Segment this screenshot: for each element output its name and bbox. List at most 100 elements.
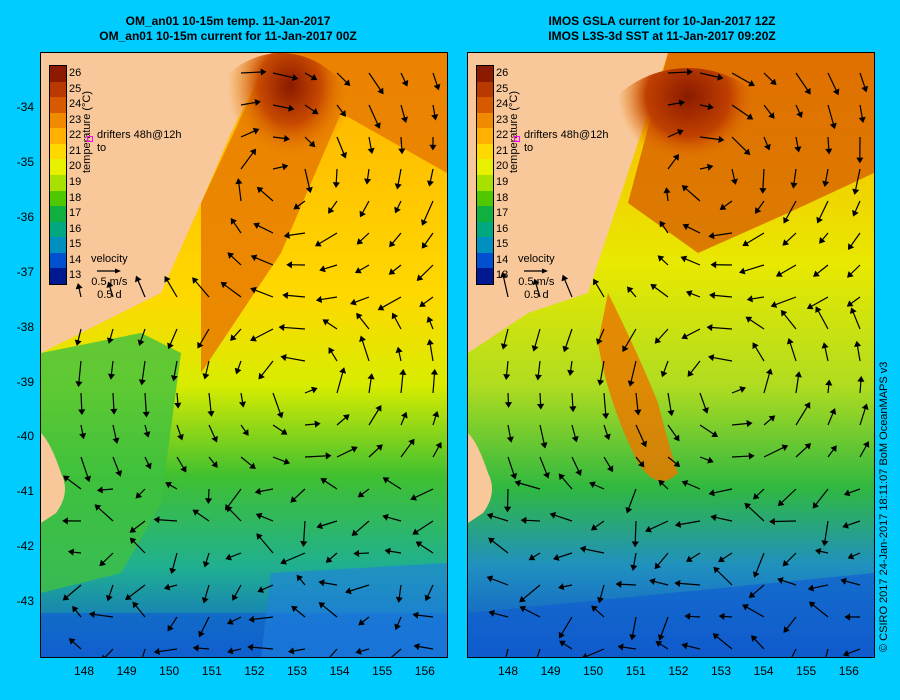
colorbar-tick-label: 13 [69,269,82,282]
current-arrow [690,360,701,374]
current-arrowhead [488,609,495,617]
current-arrow [158,519,178,522]
current-arrow [747,505,765,522]
current-arrowhead [777,499,785,507]
current-arrowhead [84,475,91,483]
current-arrowhead [713,566,720,574]
current-arrow [297,200,306,207]
current-arrowhead [67,548,75,556]
current-arrow [812,584,829,589]
current-arrow [603,392,607,415]
current-arrowhead [75,283,83,290]
velocity-duration: 0.5 d [97,289,122,301]
current-arrow [539,456,548,475]
y-tick-label: -40 [16,429,34,444]
current-arrow [80,392,83,411]
current-arrowhead [332,182,340,188]
current-arrowhead [137,339,145,346]
current-arrow [419,264,434,278]
current-arrow [284,552,306,563]
current-arrowhead [549,512,557,519]
current-arrowhead [102,654,106,657]
current-arrow [570,360,573,371]
current-arrow [775,296,797,306]
current-arrow [690,292,701,298]
current-arrow [685,328,701,337]
current-arrow [594,608,605,618]
current-arrowhead [840,577,847,585]
current-arrow [272,166,284,170]
current-arrow [329,648,338,657]
current-arrowhead [562,345,570,353]
current-arrowhead [62,475,70,482]
current-arrowhead [226,505,233,513]
colorbar-segment [477,206,493,222]
current-arrowhead [290,496,297,503]
current-arrow [491,540,509,554]
current-arrowhead [858,116,866,123]
current-arrow [74,609,82,618]
current-arrowhead [356,312,363,320]
velocity-speed: 0.5 m/s [91,276,128,288]
current-arrowhead [389,240,396,248]
current-arrow [850,296,861,305]
current-arrow [502,276,509,298]
current-arrowhead [567,369,575,376]
current-arrow [751,296,765,300]
current-arrow [416,520,434,533]
left-map-canvas [41,53,447,657]
current-arrowhead [367,147,375,155]
current-arrow [261,360,274,376]
current-arrow [368,104,379,125]
current-arrow [397,168,402,185]
current-arrow [847,648,861,655]
current-arrow [723,615,733,618]
current-arrow [419,543,434,554]
current-arrowhead [852,209,859,217]
current-arrow [815,488,829,505]
current-arrow [781,488,797,504]
right-map-panel[interactable]: 26 25 24 23 22 21 20 19 18 17 16 15 14 13 temperature… [467,52,875,658]
current-arrowhead [861,85,869,93]
current-arrow [731,388,742,394]
current-arrowhead [430,368,438,375]
current-arrow [323,582,338,586]
current-arrow [432,373,436,394]
current-arrowhead [138,379,146,386]
current-arrowhead [783,626,790,633]
current-arrow [786,616,797,630]
current-arrowhead [622,345,629,353]
current-arrow [323,264,338,270]
current-arrowhead [519,605,527,613]
y-tick-label: -36 [16,209,34,224]
current-arrowhead [500,271,508,279]
current-arrow [304,72,314,78]
current-arrow [318,232,338,245]
colorbar-tick-label: 25 [496,82,509,95]
drifters-legend: drifters 48h@12h to [524,129,609,155]
current-arrow [746,232,765,244]
current-arrow [661,482,669,490]
current-arrowhead [319,265,326,273]
current-arrow [304,423,316,426]
current-arrow [663,360,669,373]
drifters-line1: drifters 48h@12h [524,129,609,141]
x-tick-label: 151 [625,664,646,678]
current-arrowhead [105,594,113,602]
current-arrow [795,406,808,426]
current-arrow [335,168,338,183]
current-arrow [200,616,210,634]
current-arrow [723,200,733,208]
current-arrowhead [235,178,243,185]
left-map-panel[interactable]: 26 25 24 23 22 21 20 19 18 17 16 15 14 13 temperature… [40,52,448,658]
current-arrowhead [401,79,409,87]
current-arrow [795,72,809,91]
current-arrowhead [201,596,209,604]
current-arrowhead [74,339,82,346]
current-arrow [418,645,434,650]
current-arrowhead [832,88,840,96]
current-arrow [361,616,370,623]
y-tick-label: -34 [16,100,34,114]
y-tick-label: -38 [16,319,34,334]
current-arrowhead [808,601,816,608]
